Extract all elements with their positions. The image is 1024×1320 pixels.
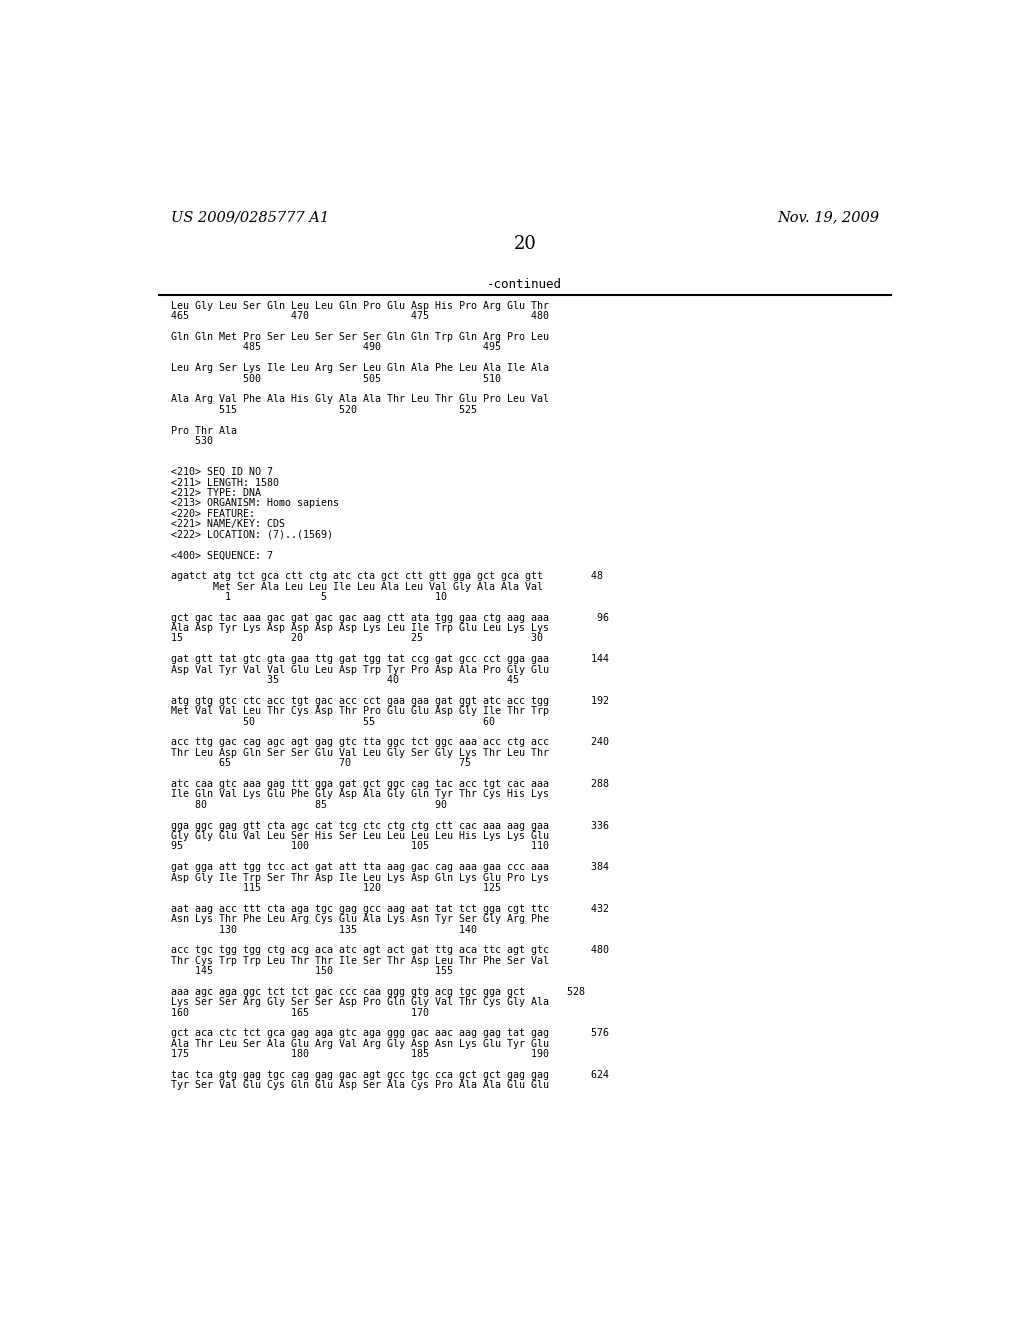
Text: 530: 530: [171, 436, 213, 446]
Text: Met Ser Ala Leu Leu Ile Leu Ala Leu Val Gly Ala Ala Val: Met Ser Ala Leu Leu Ile Leu Ala Leu Val …: [171, 582, 544, 591]
Text: Met Val Val Leu Thr Cys Asp Thr Pro Glu Glu Asp Gly Ile Thr Trp: Met Val Val Leu Thr Cys Asp Thr Pro Glu …: [171, 706, 550, 717]
Text: <210> SEQ ID NO 7: <210> SEQ ID NO 7: [171, 467, 273, 477]
Text: agatct atg tct gca ctt ctg atc cta gct ctt gtt gga gct gca gtt        48: agatct atg tct gca ctt ctg atc cta gct c…: [171, 572, 603, 581]
Text: <212> TYPE: DNA: <212> TYPE: DNA: [171, 488, 261, 498]
Text: Ala Arg Val Phe Ala His Gly Ala Ala Thr Leu Thr Glu Pro Leu Val: Ala Arg Val Phe Ala His Gly Ala Ala Thr …: [171, 395, 550, 404]
Text: 115                 120                 125: 115 120 125: [171, 883, 502, 892]
Text: Tyr Ser Val Glu Cys Gln Glu Asp Ser Ala Cys Pro Ala Ala Glu Glu: Tyr Ser Val Glu Cys Gln Glu Asp Ser Ala …: [171, 1081, 550, 1090]
Text: 485                 490                 495: 485 490 495: [171, 342, 502, 352]
Text: 500                 505                 510: 500 505 510: [171, 374, 502, 384]
Text: acc tgc tgg tgg ctg acg aca atc agt act gat ttg aca ttc agt gtc       480: acc tgc tgg tgg ctg acg aca atc agt act …: [171, 945, 609, 956]
Text: Pro Thr Ala: Pro Thr Ala: [171, 425, 238, 436]
Text: Leu Arg Ser Lys Ile Leu Arg Ser Leu Gln Ala Phe Leu Ala Ile Ala: Leu Arg Ser Lys Ile Leu Arg Ser Leu Gln …: [171, 363, 550, 374]
Text: gga ggc gag gtt cta agc cat tcg ctc ctg ctg ctt cac aaa aag gaa       336: gga ggc gag gtt cta agc cat tcg ctc ctg …: [171, 821, 609, 830]
Text: 515                 520                 525: 515 520 525: [171, 405, 477, 414]
Text: 1               5                  10: 1 5 10: [171, 591, 447, 602]
Text: 95                  100                 105                 110: 95 100 105 110: [171, 841, 550, 851]
Text: 160                 165                 170: 160 165 170: [171, 1007, 429, 1018]
Text: atc caa gtc aaa gag ttt gga gat gct ggc cag tac acc tgt cac aaa       288: atc caa gtc aaa gag ttt gga gat gct ggc …: [171, 779, 609, 789]
Text: <222> LOCATION: (7)..(1569): <222> LOCATION: (7)..(1569): [171, 529, 334, 540]
Text: Ile Gln Val Lys Glu Phe Gly Asp Ala Gly Gln Tyr Thr Cys His Lys: Ile Gln Val Lys Glu Phe Gly Asp Ala Gly …: [171, 789, 550, 800]
Text: Thr Cys Trp Trp Leu Thr Thr Ile Ser Thr Asp Leu Thr Phe Ser Val: Thr Cys Trp Trp Leu Thr Thr Ile Ser Thr …: [171, 956, 550, 966]
Text: 15                  20                  25                  30: 15 20 25 30: [171, 634, 544, 643]
Text: 20: 20: [513, 235, 537, 253]
Text: 35                  40                  45: 35 40 45: [171, 675, 519, 685]
Text: gat gga att tgg tcc act gat att tta aag gac cag aaa gaa ccc aaa       384: gat gga att tgg tcc act gat att tta aag …: [171, 862, 609, 873]
Text: acc ttg gac cag agc agt gag gtc tta ggc tct ggc aaa acc ctg acc       240: acc ttg gac cag agc agt gag gtc tta ggc …: [171, 738, 609, 747]
Text: Leu Gly Leu Ser Gln Leu Leu Gln Pro Glu Asp His Pro Arg Glu Thr: Leu Gly Leu Ser Gln Leu Leu Gln Pro Glu …: [171, 301, 550, 310]
Text: Gly Gly Glu Val Leu Ser His Ser Leu Leu Leu Leu His Lys Lys Glu: Gly Gly Glu Val Leu Ser His Ser Leu Leu …: [171, 832, 550, 841]
Text: Asn Lys Thr Phe Leu Arg Cys Glu Ala Lys Asn Tyr Ser Gly Arg Phe: Asn Lys Thr Phe Leu Arg Cys Glu Ala Lys …: [171, 915, 550, 924]
Text: tac tca gtg gag tgc cag gag gac agt gcc tgc cca gct gct gag gag       624: tac tca gtg gag tgc cag gag gac agt gcc …: [171, 1071, 609, 1080]
Text: gct gac tac aaa gac gat gac gac aag ctt ata tgg gaa ctg aag aaa        96: gct gac tac aaa gac gat gac gac aag ctt …: [171, 612, 609, 623]
Text: 465                 470                 475                 480: 465 470 475 480: [171, 312, 550, 321]
Text: 65                  70                  75: 65 70 75: [171, 758, 471, 768]
Text: Gln Gln Met Pro Ser Leu Ser Ser Ser Gln Gln Trp Gln Arg Pro Leu: Gln Gln Met Pro Ser Leu Ser Ser Ser Gln …: [171, 333, 550, 342]
Text: aaa agc aga ggc tct tct gac ccc caa ggg gtg acg tgc gga gct       528: aaa agc aga ggc tct tct gac ccc caa ggg …: [171, 987, 586, 997]
Text: <221> NAME/KEY: CDS: <221> NAME/KEY: CDS: [171, 519, 286, 529]
Text: Asp Val Tyr Val Val Glu Leu Asp Trp Tyr Pro Asp Ala Pro Gly Glu: Asp Val Tyr Val Val Glu Leu Asp Trp Tyr …: [171, 665, 550, 675]
Text: <400> SEQUENCE: 7: <400> SEQUENCE: 7: [171, 550, 273, 560]
Text: 175                 180                 185                 190: 175 180 185 190: [171, 1049, 550, 1059]
Text: 80                  85                  90: 80 85 90: [171, 800, 447, 809]
Text: gct aca ctc tct gca gag aga gtc aga ggg gac aac aag gag tat gag       576: gct aca ctc tct gca gag aga gtc aga ggg …: [171, 1028, 609, 1039]
Text: Nov. 19, 2009: Nov. 19, 2009: [778, 211, 880, 224]
Text: 50                  55                  60: 50 55 60: [171, 717, 496, 726]
Text: -continued: -continued: [487, 277, 562, 290]
Text: atg gtg gtc ctc acc tgt gac acc cct gaa gaa gat ggt atc acc tgg       192: atg gtg gtc ctc acc tgt gac acc cct gaa …: [171, 696, 609, 706]
Text: 145                 150                 155: 145 150 155: [171, 966, 454, 975]
Text: Asp Gly Ile Trp Ser Thr Asp Ile Leu Lys Asp Gln Lys Glu Pro Lys: Asp Gly Ile Trp Ser Thr Asp Ile Leu Lys …: [171, 873, 550, 883]
Text: Lys Ser Ser Arg Gly Ser Ser Asp Pro Gln Gly Val Thr Cys Gly Ala: Lys Ser Ser Arg Gly Ser Ser Asp Pro Gln …: [171, 998, 550, 1007]
Text: aat aag acc ttt cta aga tgc gag gcc aag aat tat tct gga cgt ttc       432: aat aag acc ttt cta aga tgc gag gcc aag …: [171, 904, 609, 913]
Text: <211> LENGTH: 1580: <211> LENGTH: 1580: [171, 478, 280, 487]
Text: <220> FEATURE:: <220> FEATURE:: [171, 508, 255, 519]
Text: 130                 135                 140: 130 135 140: [171, 924, 477, 935]
Text: US 2009/0285777 A1: US 2009/0285777 A1: [171, 211, 329, 224]
Text: Thr Leu Asp Gln Ser Ser Glu Val Leu Gly Ser Gly Lys Thr Leu Thr: Thr Leu Asp Gln Ser Ser Glu Val Leu Gly …: [171, 748, 550, 758]
Text: Ala Thr Leu Ser Ala Glu Arg Val Arg Gly Asp Asn Lys Glu Tyr Glu: Ala Thr Leu Ser Ala Glu Arg Val Arg Gly …: [171, 1039, 550, 1049]
Text: <213> ORGANISM: Homo sapiens: <213> ORGANISM: Homo sapiens: [171, 499, 339, 508]
Text: Ala Asp Tyr Lys Asp Asp Asp Asp Lys Leu Ile Trp Glu Leu Lys Lys: Ala Asp Tyr Lys Asp Asp Asp Asp Lys Leu …: [171, 623, 550, 634]
Text: gat gtt tat gtc gta gaa ttg gat tgg tat ccg gat gcc cct gga gaa       144: gat gtt tat gtc gta gaa ttg gat tgg tat …: [171, 655, 609, 664]
